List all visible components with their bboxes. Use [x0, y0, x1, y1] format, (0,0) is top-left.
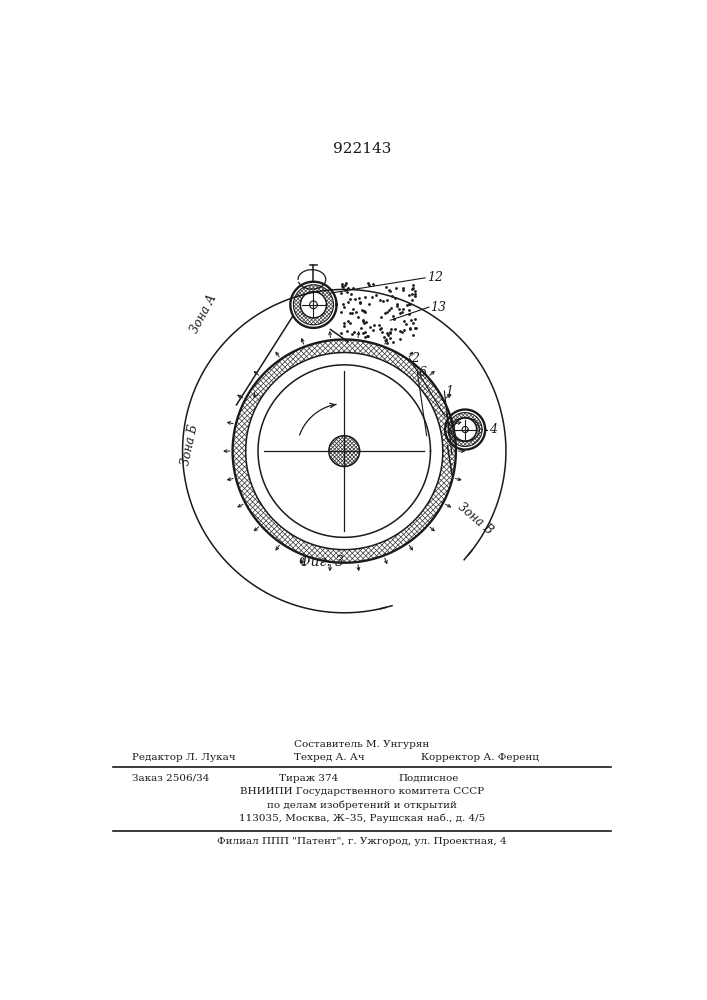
Text: 113035, Москва, Ж–35, Раушская наб., д. 4/5: 113035, Москва, Ж–35, Раушская наб., д. … [239, 813, 485, 823]
Text: ВНИИПИ Государственного комитета СССР: ВНИИПИ Государственного комитета СССР [240, 787, 484, 796]
Text: Подписное: Подписное [398, 774, 459, 783]
Text: Составитель М. Унгурян: Составитель М. Унгурян [294, 740, 430, 749]
Text: Зона В: Зона В [455, 501, 496, 537]
Text: Техред А. Ач: Техред А. Ач [294, 753, 365, 762]
Text: Филиал ППП "Патент", г. Ужгород, ул. Проектная, 4: Филиал ППП "Патент", г. Ужгород, ул. Про… [217, 837, 507, 846]
Text: Редактор Л. Лукач: Редактор Л. Лукач [132, 753, 236, 762]
Text: 4: 4 [489, 423, 497, 436]
Text: 12: 12 [426, 271, 443, 284]
Text: Корректор А. Ференц: Корректор А. Ференц [421, 753, 539, 762]
Text: 2: 2 [411, 352, 419, 365]
Text: Зона Б: Зона Б [180, 423, 201, 467]
Text: 6: 6 [419, 366, 427, 379]
Text: Зона А: Зона А [189, 293, 220, 336]
Text: 922143: 922143 [333, 142, 391, 156]
Text: Тираж 374: Тираж 374 [279, 774, 338, 783]
Text: 13: 13 [431, 301, 447, 314]
Text: Фиг. 3: Фиг. 3 [298, 555, 344, 569]
Text: 1: 1 [445, 385, 453, 398]
Text: Заказ 2506/34: Заказ 2506/34 [132, 774, 210, 783]
Text: по делам изобретений и открытий: по делам изобретений и открытий [267, 800, 457, 810]
